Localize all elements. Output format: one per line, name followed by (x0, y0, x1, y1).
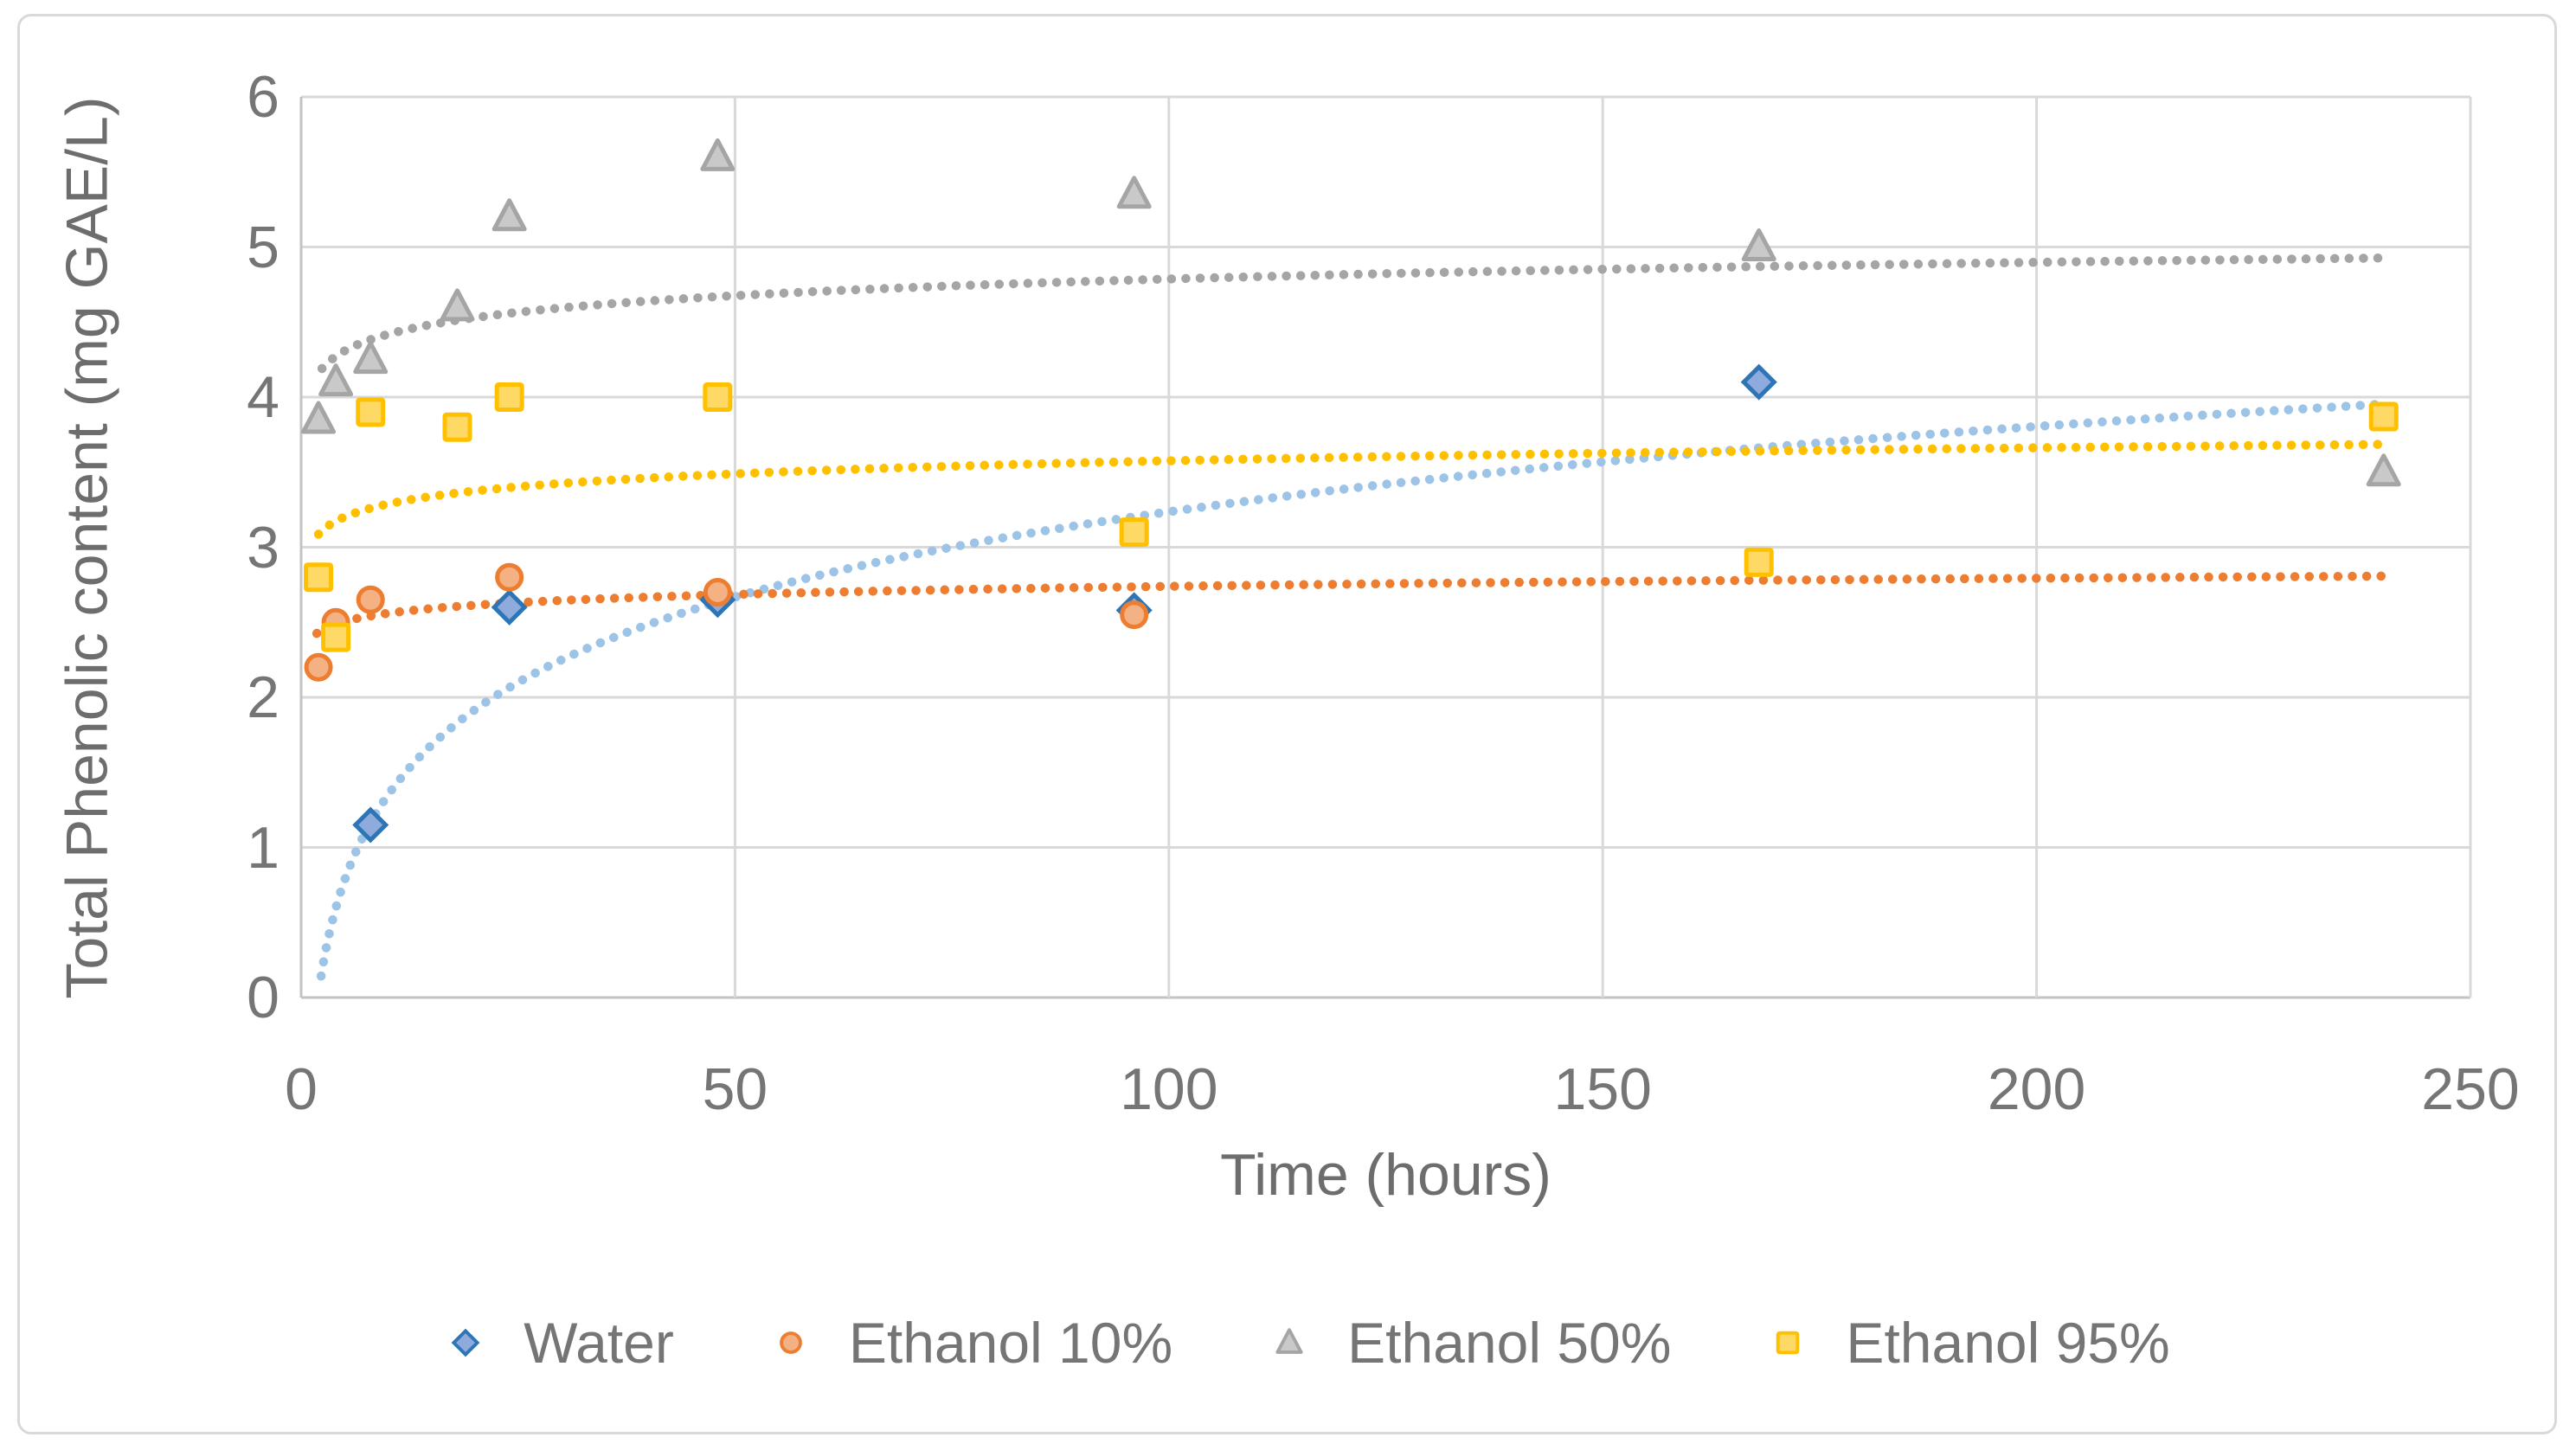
x-tick-label-50: 50 (702, 1056, 768, 1122)
point-ethanol-50--t96 (1116, 176, 1152, 209)
legend-item-ethanol-10-: Ethanol 10% (771, 1314, 1172, 1371)
point-ethanol-10--t24 (495, 562, 524, 592)
y-tick-label-0: 0 (247, 965, 279, 1030)
x-tick-label-150: 150 (1553, 1056, 1652, 1122)
legend-item-ethanol-95-: Ethanol 95% (1768, 1311, 2170, 1375)
chart-frame: Total Phenolic content (mg GAE/L) 0 1 2 3 4 5… (17, 14, 2557, 1434)
point-ethanol-10--t8 (356, 585, 385, 614)
legend-label: Ethanol 95% (1846, 1311, 2170, 1375)
point-ethanol-50--t48 (700, 138, 736, 171)
x-tick-label-100: 100 (1120, 1056, 1218, 1122)
y-tick-label-6: 6 (247, 64, 279, 130)
y-tick-label-5: 5 (247, 214, 279, 280)
x-tick-label-250: 250 (2421, 1056, 2520, 1122)
legend-label: Ethanol 50% (1347, 1311, 1672, 1375)
diamond-legend-marker-icon (451, 1328, 480, 1357)
point-ethanol-10--t48 (703, 578, 732, 607)
x-axis-title: Time (hours) (1220, 1142, 1551, 1208)
point-ethanol-95--t24 (494, 382, 524, 412)
y-tick-label-4: 4 (247, 364, 279, 430)
point-ethanol-50--t2 (301, 401, 337, 434)
y-axis-title-text: Total Phenolic content (mg GAE/L) (55, 95, 120, 999)
point-water-t168 (1740, 363, 1777, 401)
point-ethanol-10--t2 (304, 652, 333, 682)
legend-item-water: Water (446, 1314, 674, 1371)
y-tick-label-2: 2 (247, 664, 279, 730)
legend: Water Ethanol 10% Ethanol 50% Ethanol 95% (20, 1314, 2576, 1371)
point-ethanol-50--t24 (491, 198, 527, 232)
legend-marker-water (451, 1328, 480, 1357)
point-ethanol-50--t168 (1741, 228, 1776, 261)
square-legend-marker-icon (1776, 1331, 1800, 1355)
y-tick-label-1: 1 (247, 814, 279, 881)
legend-label: Ethanol 10% (848, 1311, 1173, 1375)
trendline-ethanol-50- (317, 253, 2388, 374)
point-ethanol-95--t18 (442, 412, 472, 442)
point-ethanol-95--t48 (703, 382, 733, 412)
point-ethanol-50--t4 (318, 363, 354, 397)
point-ethanol-95--t168 (1744, 547, 1774, 577)
point-ethanol-50--t18 (440, 288, 475, 322)
trendline-ethanol-10- (312, 571, 2388, 638)
x-tick-label-200: 200 (1987, 1056, 2086, 1122)
circle-legend-marker-icon (779, 1331, 802, 1354)
point-ethanol-50--t240 (2366, 453, 2401, 487)
point-ethanol-95--t96 (1119, 517, 1149, 548)
point-water-t24 (491, 588, 528, 626)
point-ethanol-95--t8 (356, 397, 386, 427)
point-ethanol-95--t4 (321, 622, 351, 652)
legend-label: Water (524, 1311, 674, 1375)
trendline-ethanol-95- (313, 439, 2388, 539)
y-tick-label-3: 3 (247, 514, 279, 581)
plot-area (299, 95, 2472, 999)
legend-item-ethanol-50-: Ethanol 50% (1269, 1314, 1671, 1371)
legend-marker-ethanol-95- (1776, 1331, 1800, 1355)
legend-marker-ethanol-50- (1275, 1328, 1303, 1354)
triangle-legend-marker-icon (1275, 1328, 1303, 1354)
point-ethanol-95--t240 (2368, 401, 2399, 432)
point-ethanol-10--t96 (1120, 600, 1149, 630)
point-ethanol-50--t8 (353, 341, 389, 375)
trendline-water (316, 399, 2388, 981)
point-water-t8 (352, 806, 389, 844)
plot-svg (299, 95, 2472, 999)
legend-marker-ethanol-10- (779, 1331, 802, 1354)
x-tick-label-0: 0 (285, 1056, 318, 1122)
point-ethanol-95--t2 (304, 562, 334, 593)
